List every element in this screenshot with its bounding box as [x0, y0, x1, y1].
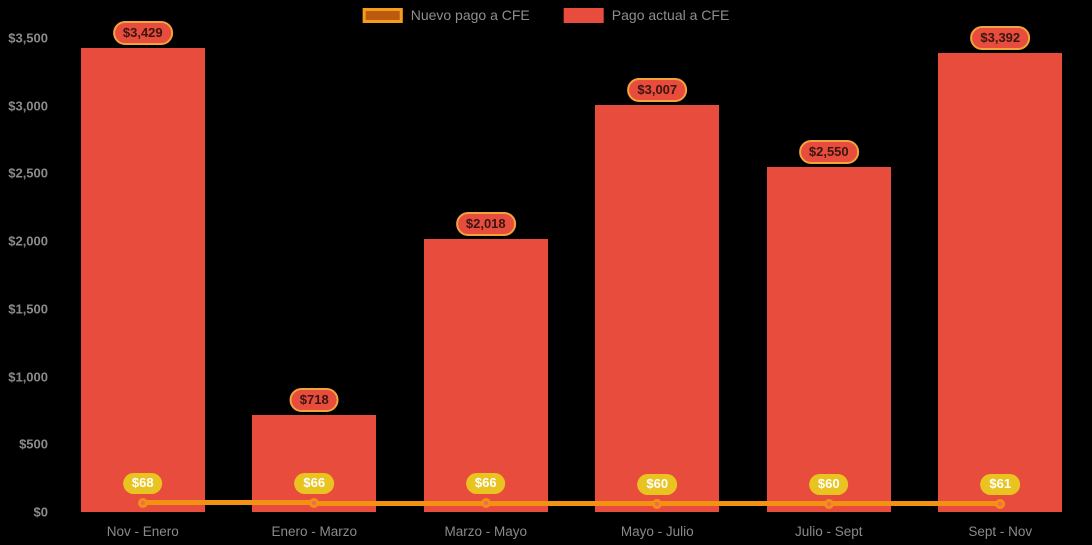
- line-marker[interactable]: [823, 498, 834, 509]
- y-axis-tick-label: $0: [33, 504, 48, 520]
- y-axis-tick-label: $2,000: [8, 233, 48, 249]
- bar-value-label: $2,018: [455, 211, 516, 236]
- line-value-label: $60: [808, 473, 849, 495]
- bar-value-label: $3,392: [970, 25, 1031, 50]
- x-axis-category-label: Mayo - Julio: [620, 524, 694, 539]
- y-axis-tick-label: $3,500: [8, 30, 48, 46]
- line-marker[interactable]: [137, 497, 148, 508]
- line-marker[interactable]: [480, 498, 491, 509]
- line-marker[interactable]: [309, 498, 320, 509]
- bar-pago-actual[interactable]: [423, 238, 548, 512]
- y-axis-tick-label: $500: [19, 436, 48, 452]
- y-axis-tick-label: $1,500: [8, 301, 48, 317]
- legend-swatch-nuevo-pago-icon: [362, 7, 403, 23]
- line-value-label: $68: [122, 472, 163, 494]
- line-marker[interactable]: [652, 498, 663, 509]
- x-axis-category-label: Marzo - Mayo: [444, 524, 528, 539]
- x-axis-category-label: Nov - Enero: [106, 524, 179, 539]
- x-axis-category-label: Sept - Nov: [968, 524, 1033, 539]
- bar-value-label: $718: [289, 387, 339, 412]
- line-value-label: $66: [294, 473, 335, 495]
- line-series-segment: [314, 500, 486, 506]
- x-axis-category-label: Enero - Marzo: [271, 524, 358, 539]
- bar-pago-actual[interactable]: [252, 414, 377, 512]
- line-marker[interactable]: [995, 498, 1006, 509]
- bar-value-label: $3,429: [112, 20, 173, 45]
- x-axis-category-label: Julio - Sept: [794, 524, 863, 539]
- line-value-label: $66: [465, 473, 506, 495]
- bar-pago-actual[interactable]: [766, 166, 891, 512]
- bar-value-label: $2,550: [798, 139, 859, 164]
- y-axis-tick-label: $2,500: [8, 165, 48, 181]
- y-axis-tick-label: $3,000: [8, 98, 48, 114]
- legend-label-pago-actual: Pago actual a CFE: [611, 7, 730, 23]
- bar-value-label: $3,007: [627, 77, 688, 102]
- line-series-segment: [142, 500, 315, 506]
- chart-legend: Nuevo pago a CFE Pago actual a CFE: [362, 7, 730, 23]
- line-value-label: $60: [637, 473, 678, 495]
- line-series-segment: [485, 500, 658, 506]
- legend-item-nuevo-pago[interactable]: Nuevo pago a CFE: [362, 7, 530, 23]
- bar-pago-actual[interactable]: [80, 47, 205, 512]
- legend-label-nuevo-pago: Nuevo pago a CFE: [410, 7, 530, 23]
- bar-pago-actual[interactable]: [938, 52, 1063, 512]
- line-value-label: $61: [980, 473, 1021, 495]
- line-series-segment: [828, 501, 1001, 507]
- legend-item-pago-actual[interactable]: Pago actual a CFE: [563, 7, 730, 23]
- legend-swatch-pago-actual-icon: [563, 7, 604, 23]
- y-axis-tick-label: $1,000: [8, 369, 48, 385]
- bar-pago-actual[interactable]: [595, 104, 720, 512]
- line-series-segment: [657, 501, 829, 507]
